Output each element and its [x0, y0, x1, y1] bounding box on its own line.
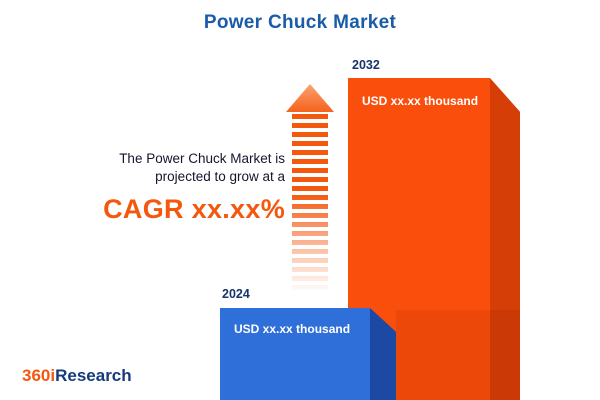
year-label-2032: 2032 [352, 58, 380, 72]
page-title: Power Chuck Market [203, 12, 397, 33]
bar-2032-side [490, 78, 520, 400]
annotation-block: The Power Chuck Market is projected to g… [40, 150, 285, 225]
bar-2024-value-label: USD xx.xx thousand [234, 322, 351, 336]
bar-2024-front [220, 308, 370, 400]
logo-suffix: Research [55, 366, 132, 385]
bar-2032-value-label: USD xx.xx thousand [362, 94, 479, 108]
logo-prefix: 360i [22, 366, 56, 385]
annotation-line2: projected to grow at a [155, 169, 285, 184]
growth-arrow-head-icon [286, 84, 334, 112]
cagr-highlight: CAGR xx.xx% [103, 194, 285, 224]
bar-2032-shadow [396, 310, 520, 400]
annotation-line1: The Power Chuck Market is [119, 151, 285, 166]
logo-360iresearch: 360iResearch [22, 366, 132, 386]
year-label-2024: 2024 [222, 287, 250, 301]
growth-arrow-shaft-icon [292, 114, 328, 290]
